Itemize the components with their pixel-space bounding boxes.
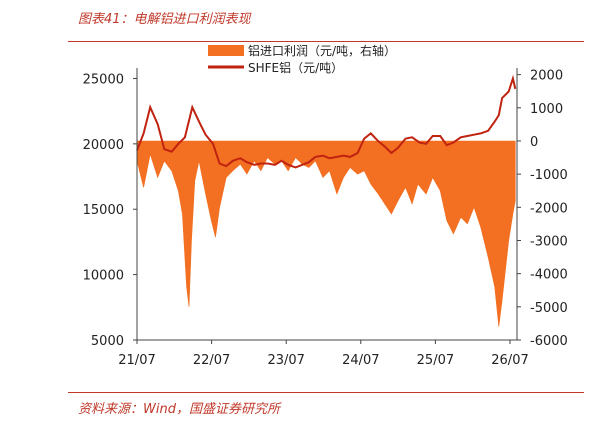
shfe-line-series [136, 74, 517, 169]
figure-title: 图表41：电解铝进口利润表现 [78, 12, 251, 27]
top-rule [68, 41, 584, 42]
y-right-tick-label: 1000 [530, 102, 563, 117]
x-tick-label: 24/07 [342, 353, 379, 368]
y-left-tick-label: 25000 [83, 72, 124, 87]
legend-swatch-profit [208, 45, 244, 56]
y-right-tick-label: -3000 [530, 234, 568, 249]
x-tick-label: 26/07 [491, 353, 528, 368]
legend-label-profit: 铝进口利润（元/吨，右轴） [248, 43, 396, 58]
y-right-tick-label: -1000 [530, 168, 568, 183]
y-left-tick-label: 15000 [83, 203, 124, 218]
y-left-tick-label: 20000 [83, 138, 124, 153]
y-right-tick-label: -6000 [530, 334, 568, 349]
x-tick-label: 25/07 [417, 353, 454, 368]
figure-source: 资料来源：Wind，国盛证券研究所 [78, 402, 280, 417]
y-left-tick-label: 5000 [91, 334, 124, 349]
y-right-tick-label: -5000 [530, 301, 568, 316]
y-right-tick-label: 2000 [530, 69, 563, 84]
x-tick-label: 22/07 [193, 353, 230, 368]
y-right-tick-label: 0 [530, 135, 538, 150]
bottom-rule [68, 392, 584, 393]
x-tick-label: 21/07 [118, 353, 155, 368]
y-right-tick-label: -4000 [530, 268, 568, 283]
legend-label-shfe: SHFE铝（元/吨） [248, 60, 343, 75]
x-tick-label: 23/07 [267, 353, 304, 368]
profit-area-series [136, 140, 516, 327]
y-left-tick-label: 10000 [83, 269, 124, 284]
y-right-tick-label: -2000 [530, 201, 568, 216]
legend: 铝进口利润（元/吨，右轴） SHFE铝（元/吨） [208, 43, 396, 75]
